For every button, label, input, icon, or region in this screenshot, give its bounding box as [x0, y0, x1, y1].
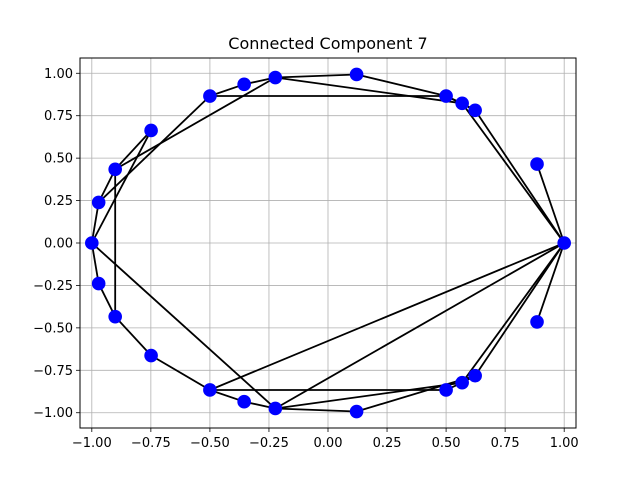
- y-tick-label: 0.00: [44, 237, 73, 252]
- graph-node: [237, 77, 251, 92]
- graph-node: [144, 123, 158, 138]
- graph-node: [203, 383, 217, 397]
- x-tick-label: −0.75: [131, 436, 171, 451]
- graph-edge: [536, 163, 566, 244]
- graph-edge: [275, 407, 357, 413]
- graph-edge: [275, 73, 357, 79]
- graph-edge: [356, 73, 447, 97]
- graph-node: [91, 195, 106, 210]
- graph-node: [530, 315, 544, 329]
- graph-edge: [461, 242, 565, 384]
- graph-node: [144, 348, 158, 363]
- graph-edge: [90, 242, 100, 284]
- ticks: −1.00 −0.75 −0.50 −0.25 0.00 0.25 0.50 0.75 1.00…: [33, 67, 579, 451]
- nodes: [85, 67, 571, 419]
- graph-node: [349, 404, 364, 419]
- x-tick-label: −0.25: [249, 436, 289, 451]
- graph-edge: [98, 95, 211, 204]
- x-tick-label: −0.50: [190, 436, 230, 451]
- graph-node: [468, 103, 482, 118]
- graph-edge: [114, 76, 276, 171]
- graph-node: [268, 401, 283, 416]
- graph-node: [108, 309, 122, 324]
- graph-node: [91, 276, 106, 291]
- graph-node: [557, 236, 571, 250]
- y-tick-label: −0.50: [33, 321, 73, 336]
- graph-node: [455, 375, 469, 390]
- x-tick-label: 0.50: [432, 436, 461, 451]
- graph-edge: [536, 242, 566, 323]
- y-tick-label: 1.00: [44, 67, 73, 82]
- y-tick-label: 0.25: [44, 194, 73, 209]
- graph-edge: [275, 76, 463, 105]
- grid: [80, 58, 576, 428]
- graph-edge: [150, 354, 211, 391]
- x-tick-label: 0.75: [491, 436, 520, 451]
- graph-node: [530, 157, 544, 171]
- graph-node: [203, 89, 217, 103]
- graph-node: [108, 162, 122, 177]
- graph-node: [349, 67, 364, 82]
- graph-edge: [209, 242, 565, 391]
- x-tick-label: 0.25: [373, 436, 402, 451]
- graph-node: [268, 70, 283, 85]
- y-tick-label: −1.00: [33, 406, 73, 421]
- y-tick-label: −0.75: [33, 364, 73, 379]
- graph-edge: [91, 130, 152, 244]
- graph-edge: [90, 202, 100, 244]
- graph-edge: [114, 316, 152, 357]
- graph-edge: [474, 109, 565, 244]
- graph-edge: [91, 242, 276, 410]
- graph-edge: [461, 102, 565, 244]
- graph-node: [85, 236, 99, 250]
- graph-edge: [275, 381, 463, 410]
- graph-node: [237, 394, 251, 409]
- graph-node: [439, 89, 453, 103]
- chart-title: Connected Component 7: [228, 34, 427, 53]
- graph-node: [468, 368, 482, 383]
- graph-node: [455, 96, 469, 111]
- y-tick-label: −0.25: [33, 279, 73, 294]
- y-tick-label: 0.75: [44, 109, 73, 124]
- graph-edge: [274, 242, 565, 410]
- graph-edge: [474, 242, 565, 377]
- x-tick-label: 0.00: [314, 436, 343, 451]
- x-tick-label: 1.00: [550, 436, 579, 451]
- graph-edge: [114, 129, 152, 170]
- x-tick-label: −1.00: [72, 436, 112, 451]
- graph-edge: [356, 374, 476, 413]
- y-tick-label: 0.50: [44, 152, 73, 167]
- graph-node: [439, 383, 453, 397]
